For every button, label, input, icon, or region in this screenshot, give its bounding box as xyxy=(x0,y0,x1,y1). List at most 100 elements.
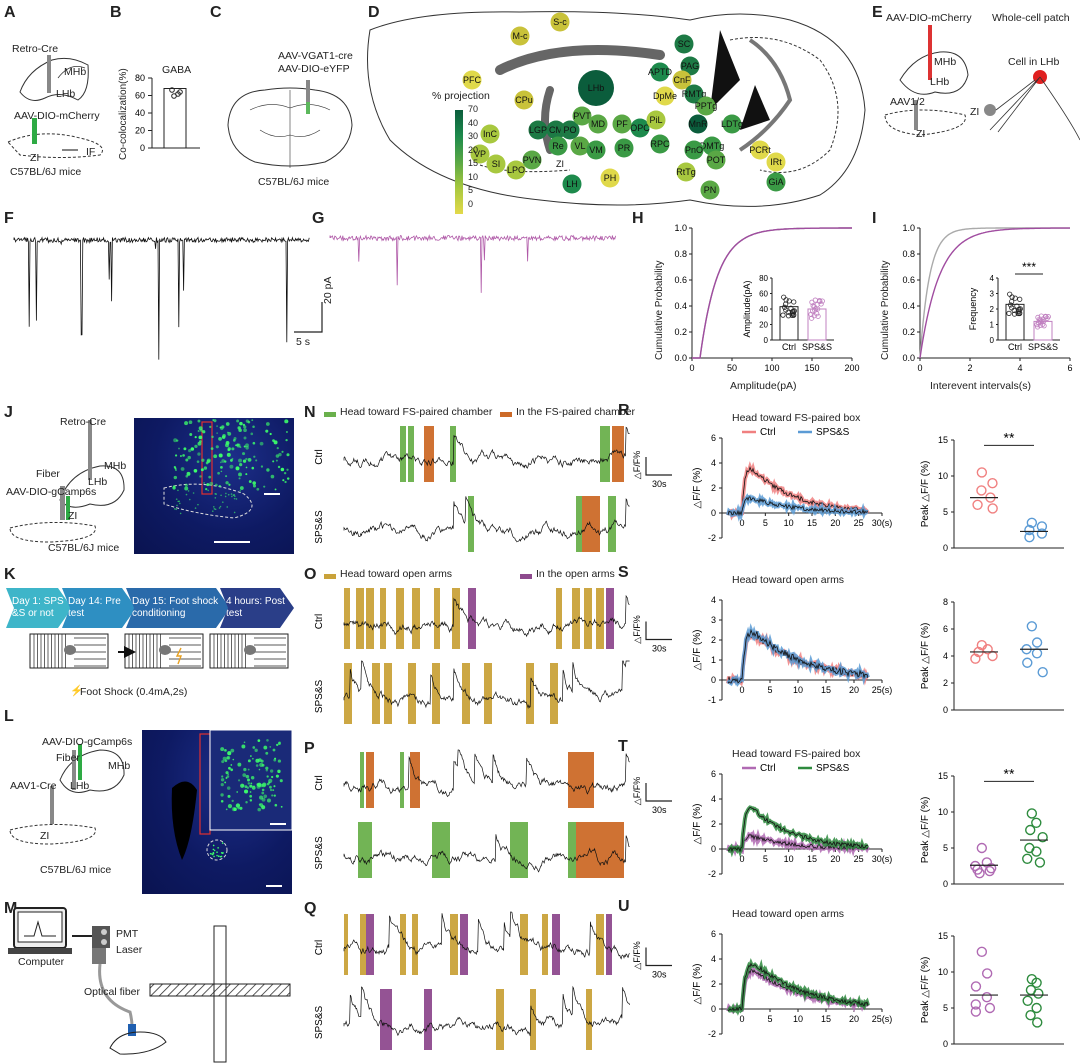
region-label-PVN: PVN xyxy=(523,155,542,165)
label-laser-M: Laser xyxy=(116,944,143,956)
region-node-RtTg xyxy=(676,162,696,182)
behavior-band xyxy=(400,426,406,482)
behavior-band xyxy=(606,914,612,975)
panel-letter-S: S xyxy=(618,564,629,581)
label-mice-A: C57BL/6J mice xyxy=(10,166,82,178)
legend-colorbar-D xyxy=(455,110,463,214)
y-tick-label: 2 xyxy=(711,483,716,493)
behavior-band xyxy=(360,752,364,808)
label-lhb-J: LHb xyxy=(88,476,108,488)
legend-swatch-gold-O xyxy=(324,574,336,579)
x-tick-label: 0 xyxy=(739,518,744,528)
panel-letter-P: P xyxy=(304,740,315,757)
data-point-Ctrl xyxy=(976,946,988,958)
inset-y-tick: 3 xyxy=(990,290,995,299)
x-tick-label: 15 xyxy=(821,1014,831,1024)
y-tick-label: 10 xyxy=(938,967,948,977)
region-node-MnR xyxy=(688,114,708,134)
scale-y-label: △F/F% xyxy=(632,615,642,643)
behavior-band xyxy=(412,914,418,975)
significance-marker: *** xyxy=(1022,260,1036,274)
x-tick-label: 30(s) xyxy=(872,518,893,528)
region-node-LH xyxy=(562,174,582,194)
x-tick-label: 0 xyxy=(689,363,694,373)
behavior-band xyxy=(360,914,366,975)
region-node-LGP xyxy=(528,120,548,140)
behavior-band xyxy=(586,989,592,1050)
inset-y-label: Amplitude(pA) xyxy=(742,280,752,337)
x-tick-label: 200 xyxy=(844,363,859,373)
y-tick-label: 1.0 xyxy=(902,223,915,233)
region-label-POT: POT xyxy=(707,155,726,165)
y-tick-label: 10 xyxy=(938,807,948,817)
region-label-CnF: CnF xyxy=(673,75,691,85)
scale-x-label: 30s xyxy=(652,479,667,489)
behavior-band xyxy=(344,588,350,649)
data-point-SPS&S xyxy=(1036,528,1048,539)
row-label: SPS&S xyxy=(314,680,325,714)
region-label-IRt: IRt xyxy=(770,157,782,167)
y-axis-label: △F/F (%) xyxy=(692,629,703,670)
region-node-RPC xyxy=(650,134,670,154)
behavior-band xyxy=(596,588,604,649)
y-axis-label-B: Co-colocalization(%) xyxy=(118,68,129,160)
region-node-S-c xyxy=(550,12,570,32)
behavior-band xyxy=(484,663,492,724)
region-label-OPC: OPC xyxy=(630,123,650,133)
trace-panel-N: Ctrl SPS&S △F/F% 30s xyxy=(314,426,672,552)
region-label-RPC: RPC xyxy=(650,139,670,149)
y-tick-label: -2 xyxy=(708,533,716,543)
behavior-band xyxy=(496,989,504,1050)
panel-letter-C: C xyxy=(210,4,222,21)
label-mhb-E: MHb xyxy=(934,56,957,68)
scale-y-label: △F/F% xyxy=(632,941,642,969)
region-label-PVT: PVT xyxy=(573,111,591,121)
panel-letter-R: R xyxy=(618,402,630,419)
behavior-band xyxy=(584,588,592,649)
y-tick-label: 0 xyxy=(943,1039,948,1049)
panel-letter-T: T xyxy=(618,738,628,755)
behavior-band xyxy=(542,914,548,975)
region-label-LDTg: LDTg xyxy=(721,119,743,129)
scale-x-label: 30s xyxy=(652,805,667,815)
legend-title-D: % projection xyxy=(432,90,490,102)
behavior-band xyxy=(380,989,392,1050)
chart-title-S: Head toward open arms xyxy=(732,574,845,586)
y-tick-label: 5 xyxy=(943,843,948,853)
label-aav-E: AAV1/2 xyxy=(890,96,925,108)
y-tick-label: 8 xyxy=(943,597,948,607)
panel-letter-E: E xyxy=(872,4,883,21)
behavior-band xyxy=(612,426,624,482)
legend-label-2-N: In the FS-paired chamber xyxy=(516,406,636,418)
behavior-band xyxy=(424,989,432,1050)
legend-tick-label: 10 xyxy=(468,171,479,182)
data-point-Ctrl xyxy=(976,842,988,854)
legend-label: SPS&S xyxy=(816,763,850,774)
label-lhb-A: LHb xyxy=(56,88,76,100)
row-label: Ctrl xyxy=(314,449,325,465)
legend-label: Ctrl xyxy=(760,763,776,774)
y-axis-label: △F/F (%) xyxy=(692,963,703,1004)
response-chart-U: -2 0 2 4 6 0 5 10 15 20 25(s) △F/F (%) xyxy=(692,929,892,1039)
row-label: SPS&S xyxy=(314,510,325,544)
behavior-band xyxy=(572,588,580,649)
label-mhb-L: MHb xyxy=(108,760,131,772)
chart-title-T: Head toward FS-paired box xyxy=(732,748,861,760)
behavior-band xyxy=(412,588,420,649)
region-node-VM xyxy=(586,140,606,160)
data-point-SPS&S xyxy=(1031,846,1042,857)
behavior-band xyxy=(450,426,456,482)
data-point-Ctrl xyxy=(970,981,982,992)
inset-y-tick: 1 xyxy=(990,321,995,330)
shock-label-K: Foot Shock (0.4mA,2s) xyxy=(80,686,188,698)
region-label-Re: Re xyxy=(552,141,564,151)
data-point-SPS&S xyxy=(1037,831,1048,843)
x-tick-label: 10 xyxy=(793,685,803,695)
data-point-SPS&S xyxy=(1031,1002,1042,1014)
data-point-SPS&S xyxy=(1022,853,1033,865)
y-tick-label: 2 xyxy=(711,635,716,645)
label-lhb-L: LHb xyxy=(70,780,90,792)
inset-y-tick: 40 xyxy=(759,305,768,314)
label-mice-C: C57BL/6J mice xyxy=(258,176,330,188)
region-label-PN: PN xyxy=(704,185,717,195)
